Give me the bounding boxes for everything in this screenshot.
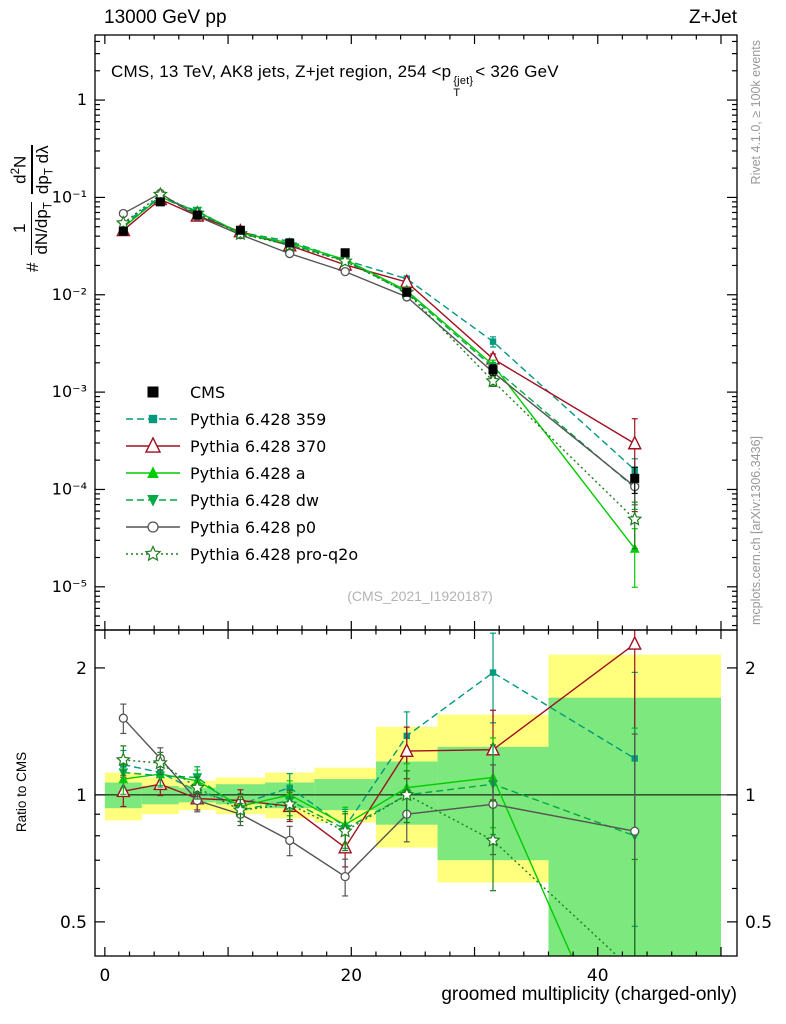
legend-entry-label: Pythia 6.428 pro-q2o [190,545,358,564]
marker-star-open [337,823,353,838]
series-pyq2o-ratio [115,745,641,978]
ylabel-fraction-1: 1 dN/dpT [9,202,55,255]
marker-star-open [232,802,249,817]
marker-square [155,197,165,207]
series-cms-main [118,197,640,495]
svg-text:10⁻⁴: 10⁻⁴ [52,479,87,498]
ylabel-f1-den: dN/dp [32,209,52,255]
analysis-id-watermark: (CMS_2021_I1920187) [347,588,493,604]
svg-text:2: 2 [745,659,756,679]
ylabel-f2-den: dp [32,175,52,195]
svg-text:1: 1 [76,786,87,806]
ratio-axis-title: Ratio to CMS [14,751,29,833]
marker-star-open [282,796,298,811]
marker-circle-open [118,713,128,723]
marker-star-open [485,832,501,847]
series-pyp0-main [118,188,640,506]
ylabel-f2-num-sup: 2 [10,167,22,175]
ylabel-f2-den-sub: T [43,168,56,176]
ylabel-hash: # [22,262,42,272]
tick-labels: 110⁻¹10⁻²10⁻³10⁻⁴10⁻⁵0.5 0.51 12 20 20 40 [52,90,772,986]
marker-square [340,248,350,258]
legend-entry-label: Pythia 6.428 p0 [190,518,316,537]
main-panel-frame [94,34,738,631]
plot-title-post: < 326 GeV [475,62,559,81]
marker-square [489,669,497,676]
marker-star-open [189,779,205,795]
marker-star-open [627,511,643,526]
legend-entry-label: Pythia 6.428 359 [190,410,326,429]
ylabel-f2-num-post: N [10,155,30,168]
plot-title-sub: T [453,86,461,99]
marker-circle-open [147,521,159,533]
svg-text:0: 0 [99,966,110,986]
legend-entry-label: CMS [190,383,225,402]
mcplots-reference-label: mcplots.cern.ch [arXiv:1306.3436] [749,436,763,625]
svg-text:1: 1 [77,90,87,109]
svg-text:1: 1 [745,786,756,806]
marker-star-open [399,786,415,802]
axis-ticks [95,35,737,956]
marker-square [488,365,498,375]
y-axis-title: # 1 dN/dpT d2N dpT dλ [10,145,56,272]
ylabel-f1-den-sub: T [42,202,55,210]
svg-text:0.5: 0.5 [745,913,772,933]
ratio-panel-frame [94,629,738,957]
marker-star-open [485,373,501,388]
marker-star-open [115,752,131,767]
marker-square [402,287,412,297]
marker-square [235,225,245,235]
plot-title-supsub: {jet} T [453,75,474,99]
marker-square [630,473,640,483]
ylabel-fraction-2: d2N dpT dλ [10,145,56,195]
marker-triangle-open [627,435,642,450]
process-label: Z+Jet [688,7,737,28]
svg-text:40: 40 [587,966,609,986]
marker-star-open [152,755,168,770]
ylabel-f1-num: 1 [9,223,29,234]
marker-star-open [629,966,641,978]
legend-entry-label: Pythia 6.428 a [190,464,306,483]
marker-circle-open [340,266,350,277]
svg-text:10⁻²: 10⁻² [52,285,87,304]
marker-triangle-down [147,494,159,507]
svg-text:0.5: 0.5 [60,913,87,933]
plot-title-pre: CMS, 13 TeV, AK8 jets, Z+jet region, 254… [111,62,452,81]
svg-text:10⁻¹: 10⁻¹ [52,187,87,206]
svg-text:2: 2 [76,659,87,679]
marker-triangle-open [144,436,162,453]
marker-square [147,386,159,398]
marker-square [118,226,128,236]
ylabel-f2-den-post: dλ [32,145,52,169]
marker-triangle-up [147,466,159,479]
svg-text:10⁻³: 10⁻³ [52,382,87,401]
marker-star-open [337,253,353,268]
marker-triangle-open [399,742,414,757]
plot-title-sup: {jet} [453,75,474,87]
marker-triangle-open [627,635,642,650]
marker-star-open [144,545,162,562]
svg-text:10⁻⁵: 10⁻⁵ [52,577,87,596]
legend-entry-label: Pythia 6.428 dw [190,491,319,510]
marker-circle-open [285,248,295,259]
plot-title: CMS, 13 TeV, AK8 jets, Z+jet region, 254… [111,62,559,99]
legend: CMS Pythia 6.428 359 Pythia 6.428 370 Pythi… [126,383,358,564]
marker-circle-open [340,871,350,882]
marker-square [148,414,158,424]
marker-square [489,338,497,345]
rivet-version-label: Rivet 4.1.0, ≥ 100k events [749,40,763,185]
svg-text:20: 20 [340,966,362,986]
beam-energy-label: 13000 GeV pp [104,7,227,28]
marker-circle-open [285,835,295,846]
ylabel-f2-num: d [10,174,30,184]
marker-star-open [115,215,131,230]
marker-circle-open [630,826,640,836]
marker-square [192,210,202,220]
legend-entry-label: Pythia 6.428 370 [190,437,326,456]
series-pydw-main [118,193,640,510]
marker-square [285,238,295,248]
x-axis-title: groomed multiplicity (charged-only) [441,984,737,1005]
